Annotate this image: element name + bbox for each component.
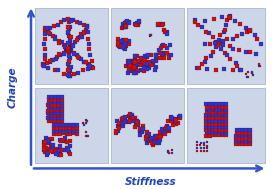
Bar	[111, 88, 184, 163]
Bar	[111, 8, 184, 84]
Bar	[187, 8, 265, 84]
Text: Stiffness: Stiffness	[125, 177, 176, 187]
Text: Charge: Charge	[8, 66, 18, 108]
Bar	[35, 8, 108, 84]
Bar	[187, 88, 265, 163]
Bar	[35, 88, 108, 163]
